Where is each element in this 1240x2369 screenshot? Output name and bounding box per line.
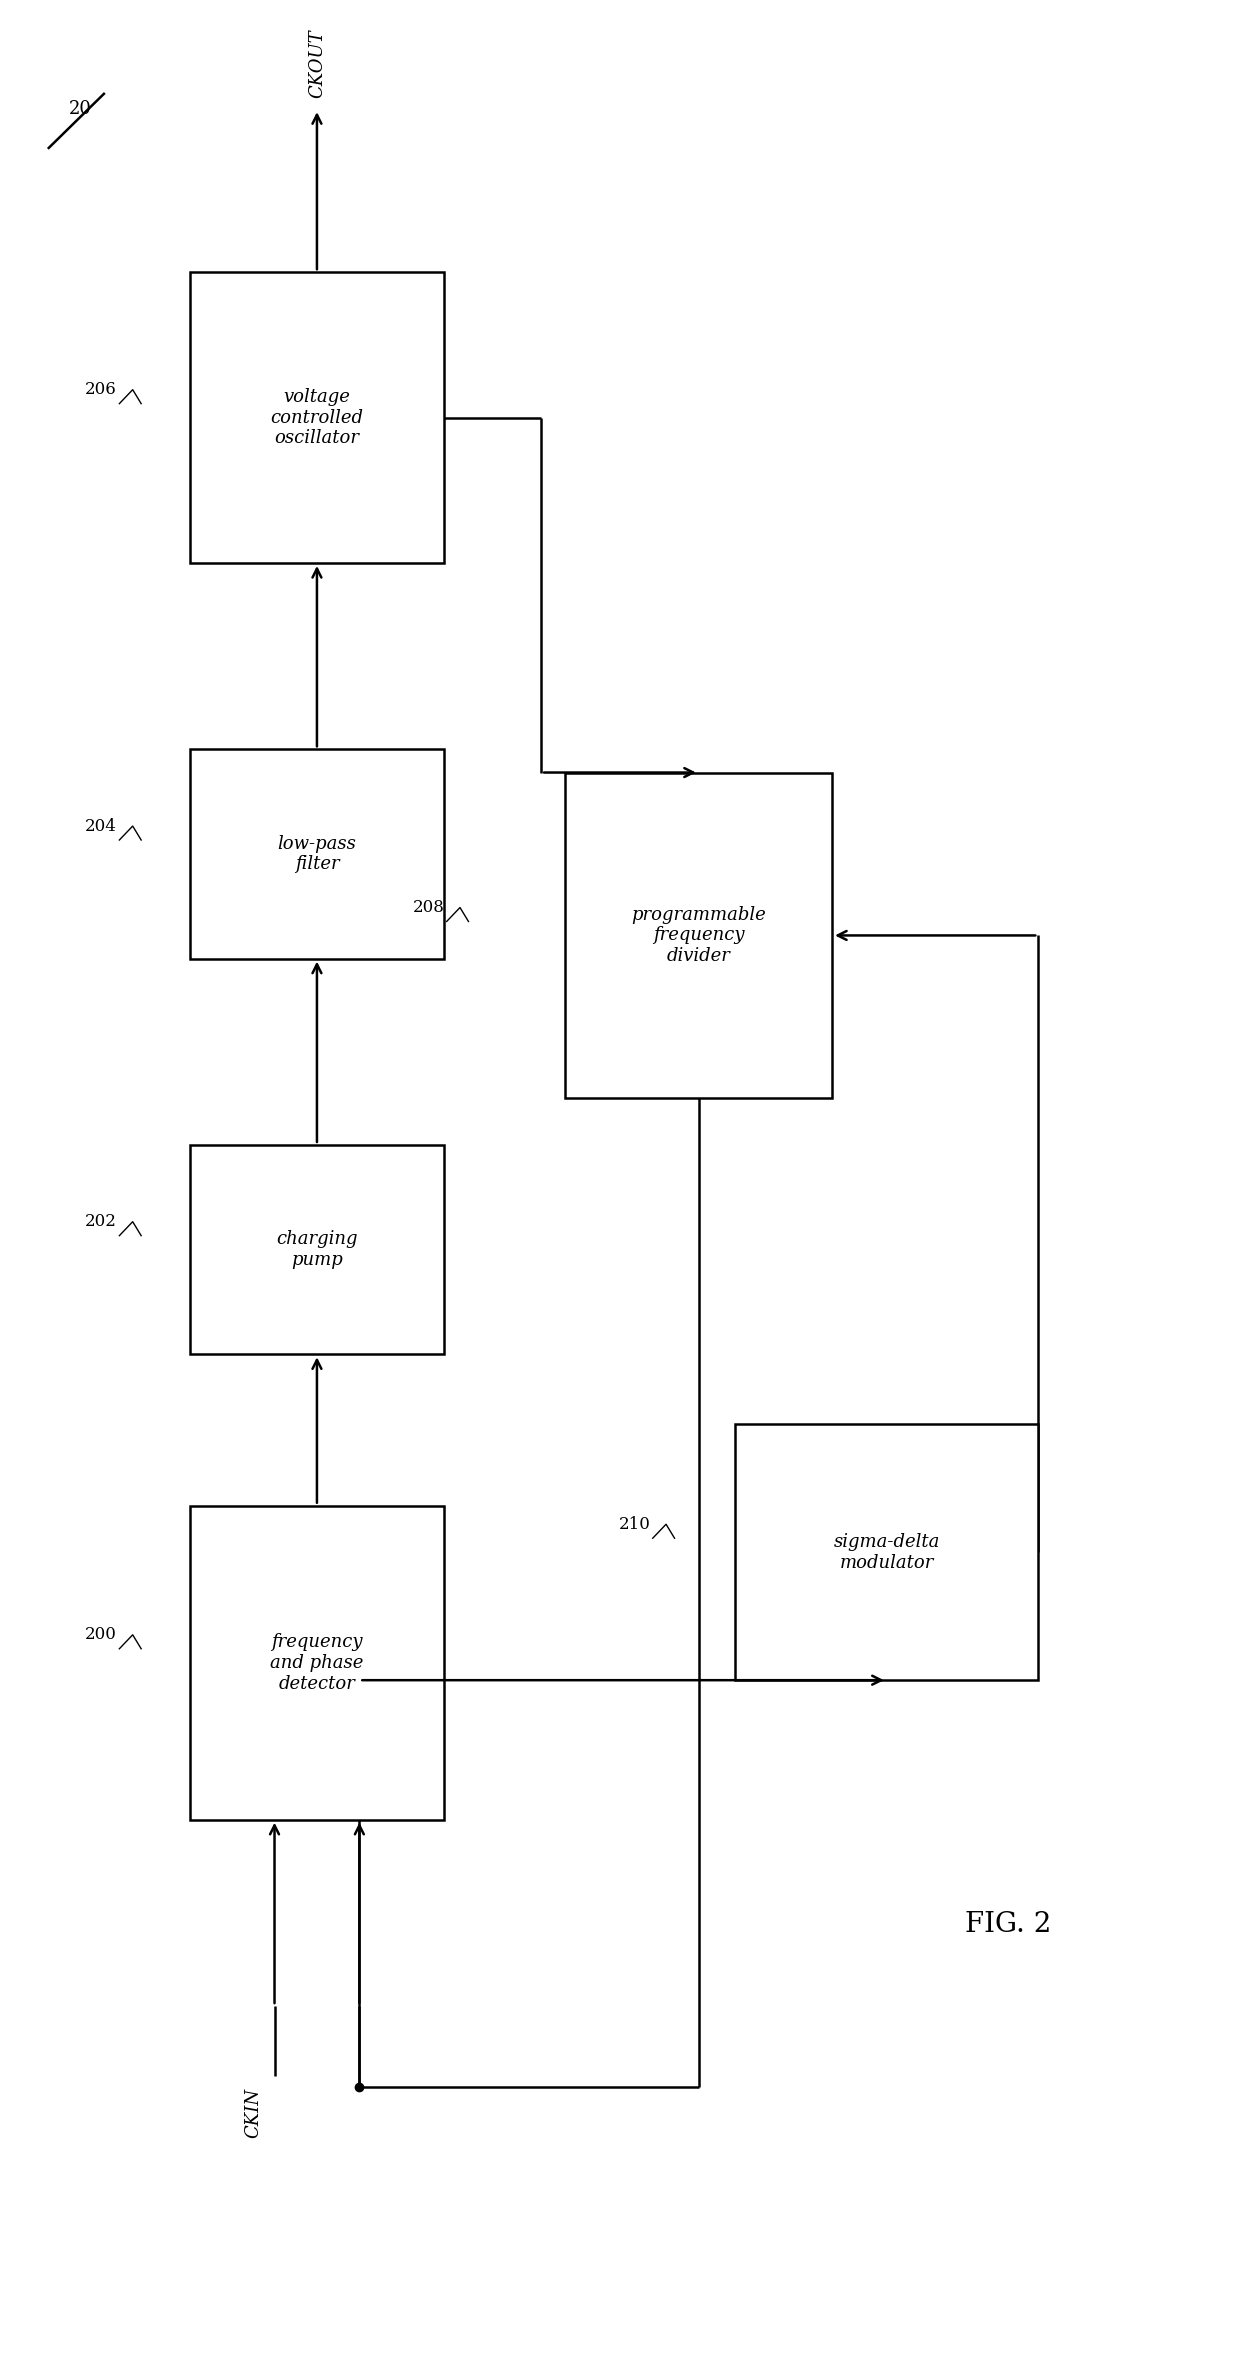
FancyBboxPatch shape <box>565 772 832 1099</box>
Text: 208: 208 <box>413 898 444 917</box>
Text: 206: 206 <box>86 381 117 398</box>
FancyBboxPatch shape <box>190 272 444 564</box>
Text: charging
pump: charging pump <box>277 1230 357 1270</box>
Text: CKIN: CKIN <box>244 2087 263 2137</box>
Text: CKOUT: CKOUT <box>308 28 326 97</box>
FancyBboxPatch shape <box>735 1424 1038 1680</box>
Text: low-pass
filter: low-pass filter <box>278 834 356 874</box>
Text: 20: 20 <box>69 99 92 118</box>
Text: 202: 202 <box>86 1213 117 1230</box>
FancyBboxPatch shape <box>190 1507 444 1819</box>
Text: programmable
frequency
divider: programmable frequency divider <box>631 905 766 964</box>
Text: 204: 204 <box>86 817 117 834</box>
Text: 200: 200 <box>86 1625 117 1644</box>
Text: 210: 210 <box>619 1516 650 1533</box>
Text: FIG. 2: FIG. 2 <box>965 1912 1052 1938</box>
FancyBboxPatch shape <box>190 749 444 959</box>
FancyBboxPatch shape <box>190 1144 444 1355</box>
Text: frequency
and phase
detector: frequency and phase detector <box>270 1632 363 1691</box>
Text: voltage
controlled
oscillator: voltage controlled oscillator <box>270 389 363 448</box>
Text: sigma-delta
modulator: sigma-delta modulator <box>833 1533 940 1571</box>
